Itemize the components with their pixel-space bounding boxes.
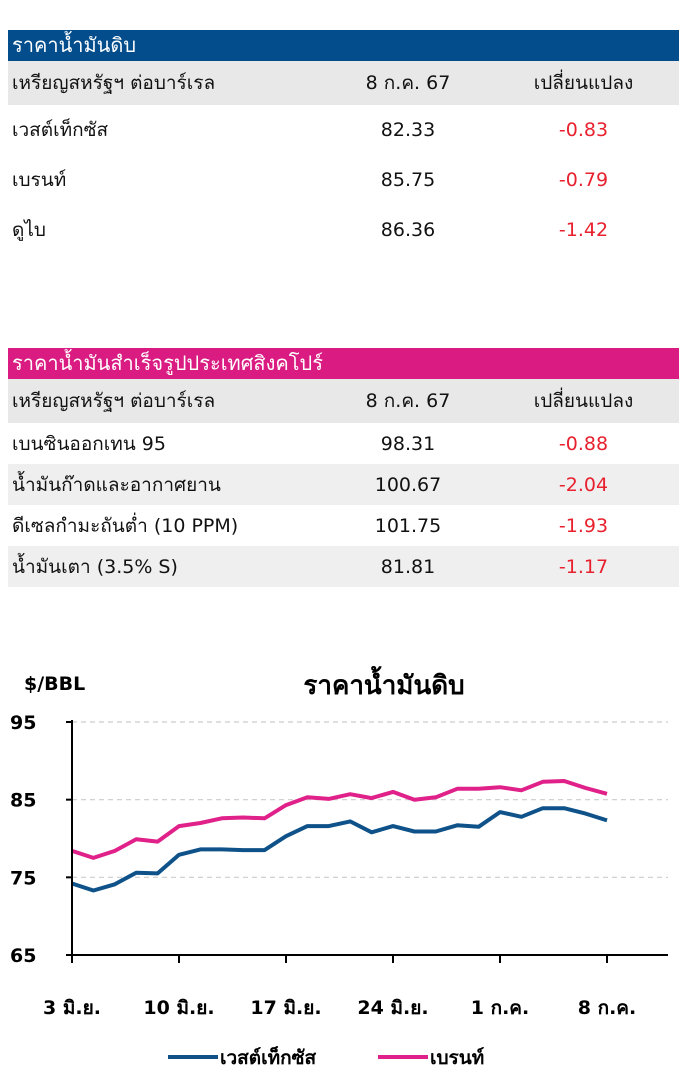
row-price: 100.67 <box>374 473 442 496</box>
row-price: 81.81 <box>380 555 436 578</box>
row-change: -1.42 <box>558 219 609 241</box>
row-change: -2.04 <box>558 473 609 496</box>
y-tick-labels: 95 85 75 65 <box>10 712 72 967</box>
row-change: -0.88 <box>558 432 609 455</box>
x-tick-label: 3 มิ.ย. <box>43 997 101 1019</box>
table-row: ดีเซลกำมะถันต่ำ (10 PPM) 101.75 -1.93 <box>8 505 679 546</box>
row-change: -1.93 <box>558 514 609 537</box>
header-date: 8 ก.ค. 67 <box>365 72 451 94</box>
header-change: เปลี่ยนแปลง <box>533 72 634 94</box>
row-change: -1.17 <box>558 555 609 578</box>
legend: เวสต์เท็กซัส เบรนท์ <box>168 1045 484 1069</box>
y-tick-label: 95 <box>10 712 36 734</box>
header-change: เปลี่ยนแปลง <box>533 390 634 412</box>
row-change: -0.79 <box>558 169 609 191</box>
y-tick-label: 85 <box>10 790 36 812</box>
table-row: น้ำมันก๊าดและอากาศยาน 100.67 -2.04 <box>8 464 679 505</box>
y-tick-label: 65 <box>10 945 36 967</box>
row-name: ดีเซลกำมะถันต่ำ (10 PPM) <box>12 514 239 537</box>
row-name: เบนซินออกเทน 95 <box>12 432 166 455</box>
x-tick-labels: 3 มิ.ย. 10 มิ.ย. 17 มิ.ย. 24 มิ.ย. 1 ก.ค. 8 ก… <box>43 955 636 1019</box>
header-unit: เหรียญสหรัฐฯ ต่อบาร์เรล <box>12 72 216 94</box>
row-name: เบรนท์ <box>12 169 67 191</box>
row-name: เวสต์เท็กซัส <box>12 119 109 141</box>
x-tick-label: 8 ก.ค. <box>578 997 636 1019</box>
row-price: 101.75 <box>374 514 442 537</box>
header-unit: เหรียญสหรัฐฯ ต่อบาร์เรล <box>12 390 216 412</box>
legend-brent-label: เบรนท์ <box>430 1047 484 1069</box>
table-row: น้ำมันเตา (3.5% S) 81.81 -1.17 <box>8 546 679 587</box>
row-name: น้ำมันก๊าดและอากาศยาน <box>12 473 221 496</box>
row-price: 82.33 <box>380 119 436 141</box>
singapore-table-header: เหรียญสหรัฐฯ ต่อบาร์เรล 8 ก.ค. 67 เปลี่ย… <box>8 379 679 423</box>
crude-table-header: เหรียญสหรัฐฯ ต่อบาร์เรล 8 ก.ค. 67 เปลี่ย… <box>8 61 679 105</box>
crude-table-title: ราคาน้ำมันดิบ <box>8 30 679 61</box>
table-row: เวสต์เท็กซัส 82.33 -0.83 <box>8 105 679 155</box>
row-price: 98.31 <box>380 432 436 455</box>
row-change: -0.83 <box>558 119 609 141</box>
series-lines <box>71 779 608 893</box>
series-line-wti <box>71 806 608 893</box>
row-name: ดูไบ <box>12 219 46 241</box>
row-price: 85.75 <box>380 169 436 191</box>
x-tick-label: 10 มิ.ย. <box>143 997 214 1019</box>
series-line-brent <box>71 779 608 860</box>
table-row: ดูไบ 86.36 -1.42 <box>8 205 679 255</box>
chart-title: ราคาน้ำมันดิบ <box>303 665 464 701</box>
x-tick-label: 1 ก.ค. <box>471 997 529 1019</box>
singapore-table-title: ราคาน้ำมันสำเร็จรูปประเทศสิงคโปร์ <box>8 348 679 379</box>
row-price: 86.36 <box>380 219 436 241</box>
y-tick-label: 75 <box>10 867 36 889</box>
header-date: 8 ก.ค. 67 <box>365 390 451 412</box>
crude-price-chart: $/BBL ราคาน้ำมันดิบ 95 85 75 65 3 มิ.ย. 10 ม… <box>10 665 668 1069</box>
x-tick-label: 17 มิ.ย. <box>250 997 321 1019</box>
table-row: เบรนท์ 85.75 -0.79 <box>8 155 679 205</box>
row-name: น้ำมันเตา (3.5% S) <box>12 555 178 578</box>
table-row: เบนซินออกเทน 95 98.31 -0.88 <box>8 423 679 464</box>
crude-price-table: ราคาน้ำมันดิบ เหรียญสหรัฐฯ ต่อบาร์เรล 8 … <box>8 30 679 255</box>
singapore-price-table: ราคาน้ำมันสำเร็จรูปประเทศสิงคโปร์ เหรียญ… <box>8 348 679 587</box>
y-axis-unit: $/BBL <box>24 673 85 695</box>
legend-wti-label: เวสต์เท็กซัส <box>220 1045 317 1069</box>
x-tick-label: 24 มิ.ย. <box>357 997 428 1019</box>
